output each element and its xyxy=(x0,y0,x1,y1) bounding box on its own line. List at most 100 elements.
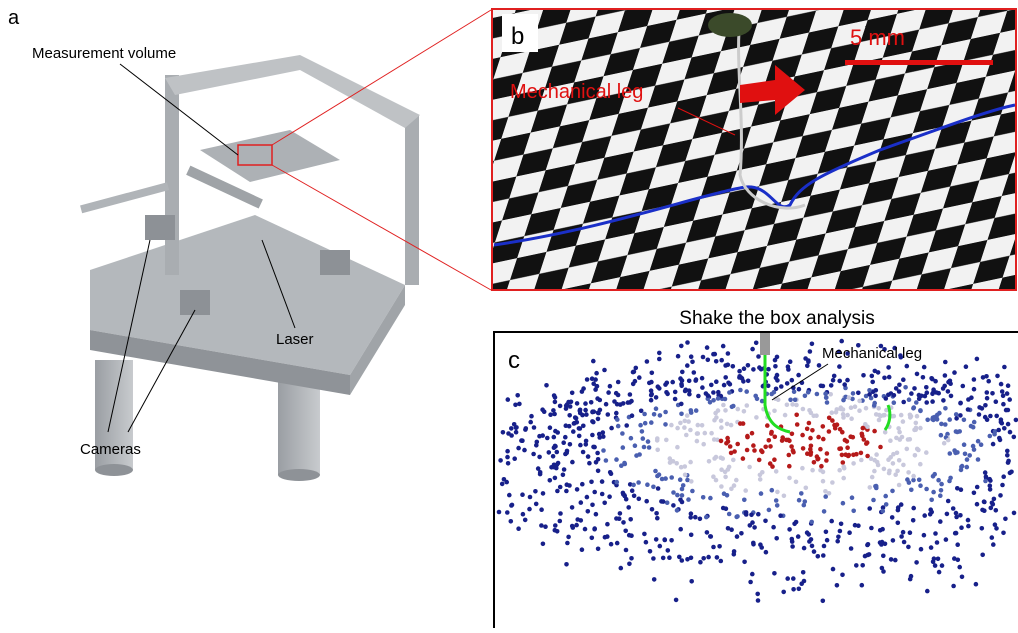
particle xyxy=(788,359,793,364)
particle xyxy=(739,531,744,536)
particle xyxy=(905,364,910,369)
particle xyxy=(872,469,877,474)
particle xyxy=(505,510,510,515)
particle xyxy=(700,385,705,390)
particle xyxy=(689,479,694,484)
particle xyxy=(874,452,879,457)
particle xyxy=(972,387,977,392)
particle xyxy=(504,480,509,485)
particle xyxy=(925,418,930,423)
particle xyxy=(562,467,567,472)
particle xyxy=(911,406,916,411)
particle xyxy=(851,435,856,440)
particle xyxy=(800,466,805,471)
particle xyxy=(642,532,647,537)
particle xyxy=(577,434,582,439)
particle xyxy=(533,489,538,494)
particle xyxy=(679,402,684,407)
particle xyxy=(866,542,871,547)
particle xyxy=(531,452,536,457)
particle xyxy=(821,599,826,604)
particle xyxy=(991,442,996,447)
particle xyxy=(763,445,768,450)
particle xyxy=(922,365,927,370)
particle xyxy=(766,367,771,372)
particle xyxy=(580,482,585,487)
particle xyxy=(695,439,700,444)
particle xyxy=(924,450,929,455)
particle xyxy=(959,465,964,470)
particle xyxy=(726,363,731,368)
particle xyxy=(729,423,734,428)
particle xyxy=(804,486,809,491)
particle xyxy=(673,397,678,402)
particle xyxy=(615,541,620,546)
particle xyxy=(990,535,995,540)
particle xyxy=(678,527,683,532)
particle xyxy=(757,458,762,463)
particle xyxy=(790,402,795,407)
particle xyxy=(497,510,502,515)
particle xyxy=(696,431,701,436)
particle xyxy=(685,413,690,418)
particle xyxy=(731,404,736,409)
particle xyxy=(723,475,728,480)
particle xyxy=(933,531,938,536)
particle xyxy=(824,458,829,463)
particle xyxy=(723,408,728,413)
particle xyxy=(999,382,1004,387)
particle xyxy=(564,489,569,494)
particle xyxy=(782,494,787,499)
particle xyxy=(812,549,817,554)
particle xyxy=(924,487,929,492)
particle xyxy=(791,448,796,453)
particle xyxy=(802,503,807,508)
particle xyxy=(736,407,741,412)
particle xyxy=(839,339,844,344)
particle xyxy=(901,400,906,405)
particle xyxy=(909,488,914,493)
particle xyxy=(915,414,920,419)
particle xyxy=(951,584,956,589)
particle xyxy=(540,433,545,438)
particle xyxy=(581,450,586,455)
particle xyxy=(690,489,695,494)
particle xyxy=(661,556,666,561)
particle xyxy=(898,437,903,442)
particle xyxy=(837,468,842,473)
particle xyxy=(790,539,795,544)
particle xyxy=(751,367,756,372)
particle xyxy=(1005,453,1010,458)
particle xyxy=(664,438,669,443)
particle xyxy=(517,402,522,407)
particle xyxy=(735,442,740,447)
particle xyxy=(810,342,815,347)
particle xyxy=(509,426,514,431)
particle xyxy=(570,460,575,465)
particle xyxy=(698,560,703,565)
particle xyxy=(646,439,651,444)
particle xyxy=(994,399,999,404)
particle xyxy=(867,388,872,393)
particle xyxy=(1014,418,1018,423)
particle xyxy=(860,583,865,588)
particle xyxy=(755,397,760,402)
particle xyxy=(721,403,726,408)
particle xyxy=(1005,449,1010,454)
photo xyxy=(492,9,1016,290)
particle xyxy=(911,506,916,511)
particle xyxy=(717,544,722,549)
particle xyxy=(708,496,713,501)
particle xyxy=(1006,460,1011,465)
particle xyxy=(847,530,852,535)
particle xyxy=(637,497,642,502)
particle xyxy=(778,513,783,518)
apparatus xyxy=(80,55,420,481)
particle xyxy=(506,397,511,402)
particle xyxy=(607,494,612,499)
particle xyxy=(723,397,728,402)
particle xyxy=(750,572,755,577)
particle xyxy=(955,450,960,455)
particle xyxy=(540,407,545,412)
particle xyxy=(548,412,553,417)
